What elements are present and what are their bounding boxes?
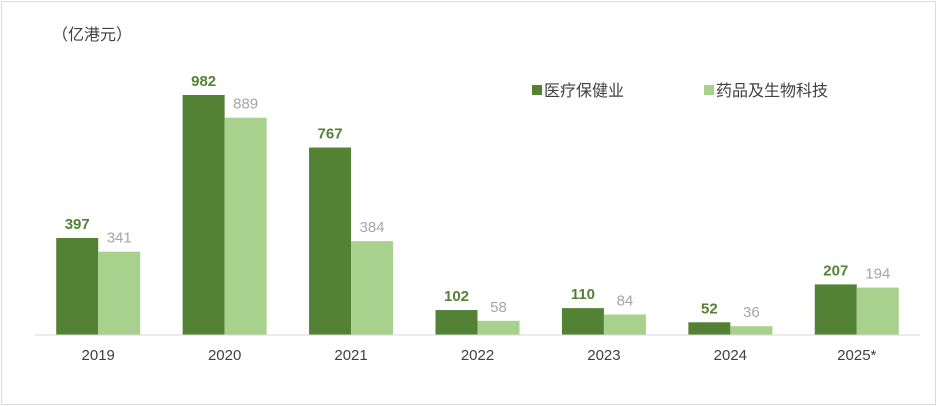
data-label-series-1: 207 <box>823 262 848 279</box>
bar-series-1 <box>688 322 731 335</box>
bar-series-2 <box>351 241 394 335</box>
bar-series-1 <box>561 308 604 335</box>
x-tick-label: 2019 <box>82 347 115 364</box>
bar-series-1 <box>56 237 99 335</box>
category-group: 207 194 2025* <box>814 262 899 364</box>
data-label-series-2: 58 <box>490 299 507 316</box>
data-label-series-2: 36 <box>743 304 760 321</box>
bar-series-2 <box>224 117 267 335</box>
legend-swatch-series-1 <box>532 85 542 95</box>
category-group: 767 384 2021 <box>309 126 394 364</box>
data-label-series-2: 384 <box>360 219 385 236</box>
category-group: 982 889 2020 <box>182 73 267 364</box>
bar-series-1 <box>814 284 857 335</box>
data-label-series-2: 341 <box>107 230 132 247</box>
data-label-series-1: 102 <box>444 288 469 305</box>
bar-series-2 <box>603 314 646 335</box>
plot-area: 3973412019982889202076738420211025820221… <box>56 73 899 364</box>
data-label-series-1: 397 <box>65 216 90 233</box>
data-label-series-2: 194 <box>865 266 890 283</box>
data-label-series-1: 110 <box>571 286 595 303</box>
legend-swatch-series-2 <box>704 85 714 95</box>
bar-series-1 <box>435 310 478 335</box>
data-label-series-1: 982 <box>191 73 216 90</box>
data-label-series-2: 889 <box>233 96 258 113</box>
unit-label: （亿港元） <box>52 26 132 44</box>
category-group: 52 36 2024 <box>688 300 773 364</box>
bar-series-2 <box>856 287 899 335</box>
x-tick-label: 2021 <box>334 347 367 364</box>
legend: 医疗保健业 药品及生物科技 <box>532 82 828 100</box>
bar-series-1 <box>182 95 225 335</box>
bar-series-2 <box>98 251 141 335</box>
data-label-series-2: 84 <box>617 292 634 309</box>
x-tick-label: 2022 <box>461 347 494 364</box>
x-tick-label: 2025* <box>837 347 876 364</box>
legend-label-series-2: 药品及生物科技 <box>716 82 828 100</box>
category-group: 397 341 2019 <box>56 216 141 364</box>
bar-series-2 <box>477 320 520 335</box>
x-tick-label: 2023 <box>587 347 620 364</box>
category-group: 102 58 2022 <box>435 288 520 364</box>
data-label-series-1: 52 <box>701 300 718 317</box>
bar-series-2 <box>730 326 773 335</box>
data-label-series-1: 767 <box>318 126 343 143</box>
bar-series-1 <box>309 147 352 335</box>
category-group: 110 84 2023 <box>561 286 646 364</box>
legend-label-series-1: 医疗保健业 <box>544 82 624 100</box>
x-tick-label: 2020 <box>208 347 241 364</box>
x-tick-label: 2024 <box>714 347 747 364</box>
